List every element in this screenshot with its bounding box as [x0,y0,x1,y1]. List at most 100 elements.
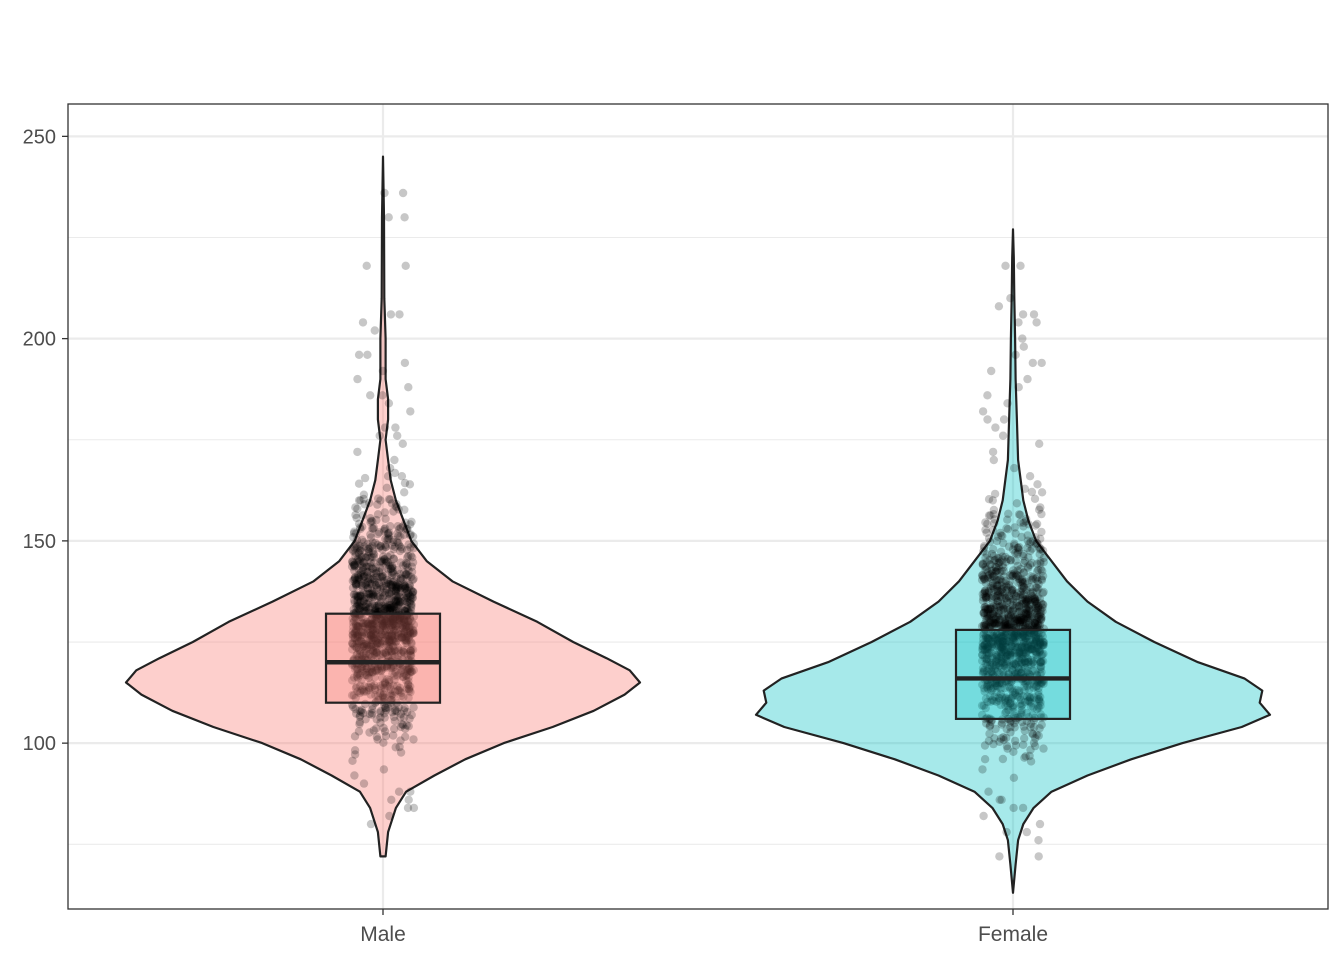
jitter-point [371,683,380,693]
jitter-point [996,547,1006,556]
jitter-point [1035,505,1044,514]
jitter-point [1037,613,1046,622]
jitter-point [393,671,402,680]
jitter-point [1021,595,1030,604]
jitter-point [995,620,1004,629]
jitter-point [1034,579,1043,589]
jitter-point [384,630,393,640]
jitter-point [380,591,389,600]
jitter-point [989,696,998,706]
jitter-point [373,529,382,539]
jitter-point [354,571,363,580]
jitter-point [1022,631,1032,640]
jitter-point [370,650,379,659]
jitter-point [380,621,389,631]
jitter-point [350,566,359,575]
jitter-point [388,613,398,623]
jitter-point [981,620,990,630]
jitter-point [394,616,403,625]
jitter-point [355,645,364,655]
jitter-point [987,638,996,647]
jitter-point [1024,596,1033,605]
jitter-point [1018,650,1028,659]
jitter-point [999,658,1008,667]
jitter-point [386,551,395,560]
jitter-point [1016,695,1026,705]
jitter-point [349,590,359,599]
jitter-point [1026,572,1035,581]
jitter-point [376,713,385,722]
jitter-point [357,592,366,601]
jitter-point [388,635,397,644]
jitter-point [1029,703,1038,712]
jitter-point [348,633,358,643]
jitter-point [365,621,374,631]
jitter-point [364,649,374,659]
tail-point [1018,803,1028,813]
jitter-point [981,565,990,575]
jitter-point [1002,733,1011,743]
jitter-point [407,645,416,654]
jitter-point [395,600,404,609]
jitter-point [358,511,368,520]
jitter-point [985,537,995,547]
jitter-point [998,693,1007,702]
jitter-point [1017,710,1026,719]
jitter-point [392,707,401,716]
jitter-point [980,619,990,628]
jitter-point [985,617,994,627]
jitter-point [353,591,363,601]
jitter-point [369,588,378,597]
jitter-point [402,671,411,681]
jitter-point [352,529,361,538]
jitter-point [979,630,988,639]
jitter-point [1024,602,1033,612]
tail-point [994,302,1004,311]
jitter-point [1036,710,1045,719]
jitter-point [362,687,371,696]
jitter-point [994,618,1003,627]
jitter-point [981,633,991,642]
jitter-point [1028,644,1037,653]
jitter-point [366,530,375,539]
jitter-point [390,687,400,696]
jitter-point [980,741,990,750]
jitter-point [1017,650,1027,659]
jitter-point [383,575,392,585]
jitter-point [992,650,1001,660]
jitter-point [380,630,389,639]
jitter-point [1019,692,1028,701]
jitter-point [409,629,418,638]
jitter-point [356,571,365,580]
jitter-point [1008,571,1017,581]
jitter-point [1004,542,1014,551]
jitter-point [1017,643,1026,652]
jitter-point [376,615,386,624]
jitter-point [1015,646,1024,655]
jitter-point [982,589,991,598]
jitter-point [985,634,994,643]
jitter-point [1023,536,1032,545]
jitter-point [1013,643,1022,652]
jitter-point [353,673,363,683]
jitter-point [1018,667,1027,676]
jitter-point [1021,612,1031,621]
jitter-point [984,642,994,651]
jitter-point [369,558,379,567]
jitter-point [1022,605,1032,615]
jitter-point [380,525,389,534]
jitter-point [356,681,365,690]
jitter-point [366,558,375,567]
jitter-point [992,612,1001,621]
jitter-point [406,597,415,606]
jitter-point [373,639,382,648]
jitter-point [399,614,409,623]
jitter-point [406,646,415,656]
jitter-point [996,652,1006,662]
jitter-point [984,495,994,504]
jitter-point [1028,536,1038,546]
jitter-point [369,647,378,656]
jitter-point [1003,525,1013,534]
jitter-point [990,619,999,628]
jitter-point [387,648,396,657]
